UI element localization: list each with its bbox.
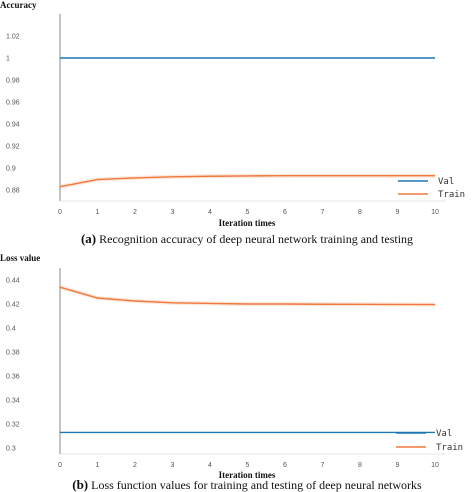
x-tick-label: 5 xyxy=(246,209,250,216)
legend-label-val: Val xyxy=(438,177,454,187)
figure-caption: (b) Loss function values for training an… xyxy=(72,477,422,492)
y-tick-label: 0.36 xyxy=(6,374,20,381)
x-tick-label: 7 xyxy=(321,209,325,216)
x-tick-label: 10 xyxy=(431,462,439,469)
series-train-band xyxy=(59,173,435,189)
x-tick-label: 4 xyxy=(208,209,212,216)
y-tick-label: 0.96 xyxy=(6,100,20,107)
x-tick-label: 8 xyxy=(358,209,362,216)
y-tick-label: 0.38 xyxy=(6,350,20,357)
y-tick-label: 0.9 xyxy=(6,166,16,173)
y-tick-label: 0.4 xyxy=(6,326,16,333)
caption-text: Recognition accuracy of deep neural netw… xyxy=(96,232,413,246)
x-tick-label: 9 xyxy=(396,209,400,216)
y-tick-label: 0.34 xyxy=(6,398,20,405)
x-tick-label: 3 xyxy=(171,209,175,216)
x-tick-label: 4 xyxy=(208,462,212,469)
y-tick-label: 0.3 xyxy=(6,446,16,453)
legend-label-val: Val xyxy=(436,429,452,439)
chart-panel-2: Loss value0.440.420.40.380.360.340.320.3… xyxy=(0,253,463,492)
series-train-band xyxy=(59,285,436,307)
x-tick-label: 1 xyxy=(96,209,100,216)
x-tick-label: 2 xyxy=(133,462,137,469)
legend-label-train: Train xyxy=(436,443,463,453)
x-axis-label: Iteration times xyxy=(219,470,276,480)
x-tick-label: 6 xyxy=(283,209,287,216)
x-tick-label: 0 xyxy=(58,462,62,469)
series-line-train xyxy=(59,174,435,188)
x-tick-label: 6 xyxy=(283,462,287,469)
y-tick-label: 1 xyxy=(6,56,10,63)
x-axis-label: Iteration times xyxy=(219,218,276,228)
y-tick-label: 0.44 xyxy=(6,278,20,285)
y-axis-label: Accuracy xyxy=(0,0,37,10)
caption-label: (a) xyxy=(81,231,96,246)
x-tick-label: 10 xyxy=(431,209,439,216)
y-tick-label: 0.94 xyxy=(6,122,20,129)
x-tick-label: 0 xyxy=(58,209,62,216)
x-tick-label: 3 xyxy=(171,462,175,469)
series-line-train xyxy=(59,286,436,306)
y-tick-label: 0.92 xyxy=(6,144,20,151)
x-tick-label: 9 xyxy=(396,462,400,469)
y-axis-label: Loss value xyxy=(0,253,40,263)
x-tick-label: 1 xyxy=(96,462,100,469)
x-tick-label: 7 xyxy=(321,462,325,469)
y-tick-label: 0.42 xyxy=(6,302,20,309)
chart-panel-1: Accuracy 1.02 1 0.98 0.96 0.94 0.92 0.9 0.88 0 1 2 3… xyxy=(0,0,465,246)
caption-label: (b) xyxy=(72,477,88,492)
legend-label-train: Train xyxy=(438,190,465,200)
y-tick-label: 0.98 xyxy=(6,78,20,85)
y-tick-label: 1.02 xyxy=(6,34,20,41)
caption-text: Loss function values for training and te… xyxy=(88,478,422,492)
x-tick-label: 5 xyxy=(246,462,250,469)
y-tick-label: 0.32 xyxy=(6,422,20,429)
figure-caption: (a) Recognition accuracy of deep neural … xyxy=(81,231,413,246)
y-tick-label: 0.88 xyxy=(6,188,20,195)
x-tick-label: 2 xyxy=(133,209,137,216)
x-tick-label: 8 xyxy=(358,462,362,469)
